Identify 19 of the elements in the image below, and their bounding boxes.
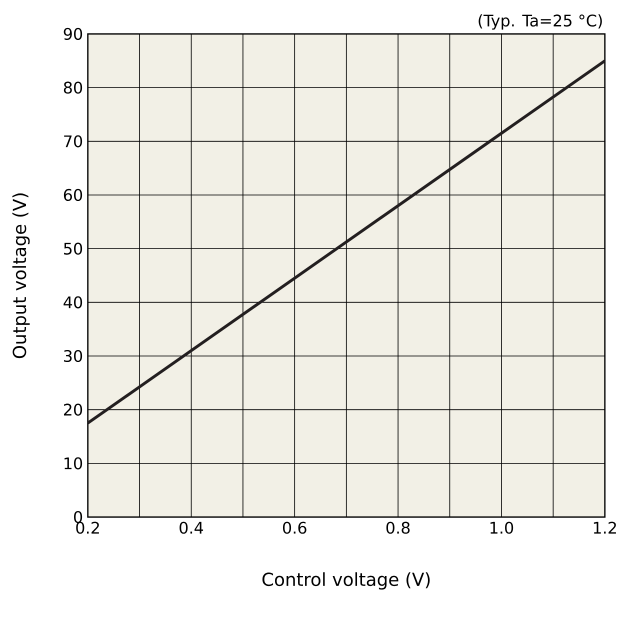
x-tick-label: 0.2 [76, 522, 99, 534]
x-tick-label: 1.2 [594, 522, 616, 534]
x-tick-label: 0.6 [282, 522, 306, 534]
text: (Typ. Ta=25 °C) [478, 14, 602, 30]
y-tick-label: 30 [64, 350, 82, 362]
x-tick-label: 0.8 [386, 522, 410, 534]
y-tick-label: 0 [74, 511, 82, 524]
x-tick-label: 1.0 [490, 522, 514, 534]
x-tick-label: 0.4 [180, 522, 204, 534]
x-axis-title: Control voltage (V) [262, 572, 430, 590]
y-axis-title: Output voltage (V) [12, 193, 30, 358]
y-tick-label: 80 [64, 82, 82, 94]
y-tick-label: 20 [64, 404, 82, 416]
y-tick-label: 10 [64, 457, 82, 470]
y-tick-label: 50 [64, 242, 82, 255]
y-tick-label: 90 [64, 28, 82, 40]
y-tick-label: 40 [64, 296, 82, 308]
y-tick-label: 70 [64, 135, 82, 148]
y-tick-label: 60 [64, 189, 82, 202]
